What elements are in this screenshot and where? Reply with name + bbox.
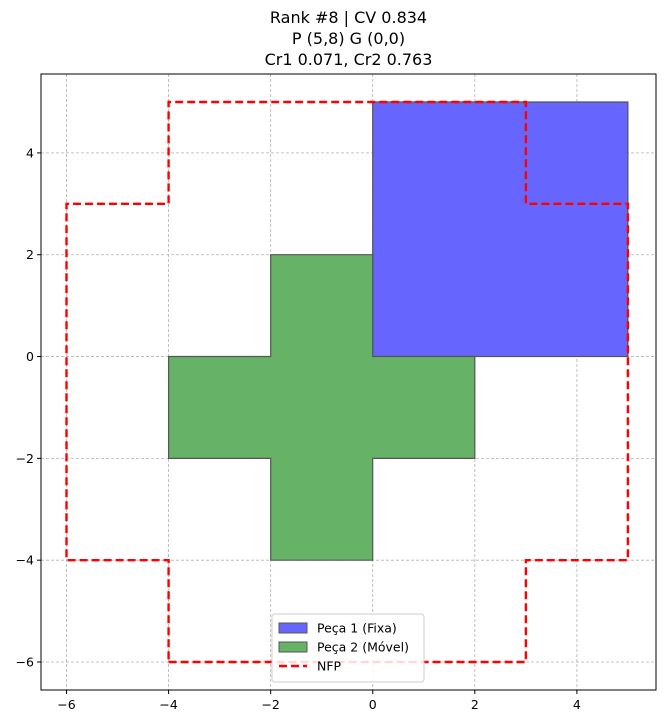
nfp-outline: [65, 100, 630, 664]
plot-frame: [40, 73, 657, 691]
legend-swatch-2: [278, 641, 308, 653]
chart-title: Rank #8 | CV 0.834 P (5,8) G (0,0) Cr1 0.0…: [265, 8, 433, 69]
title-line-3: Cr1 0.071, Cr2 0.763: [265, 50, 433, 69]
legend: Peça 1 (Fixa) Peça 2 (Móvel) NFP: [271, 613, 425, 683]
x-tick-label-5: 4: [573, 697, 581, 712]
axes: −6 −4 −2 0 2 4 −6 −4 −2 0 2 4: [16, 73, 657, 712]
y-tick-label-2: −2: [16, 451, 34, 466]
legend-swatch-1: [278, 622, 308, 634]
shape-polygon-1: [372, 101, 629, 358]
legend-label-2: Peça 2 (Móvel): [317, 640, 409, 655]
legend-label-1: Peça 1 (Fixa): [317, 621, 397, 636]
shape-polygon-2: [168, 254, 476, 561]
plot-series: [65, 100, 630, 664]
y-tick-label-3: 0: [26, 349, 34, 364]
x-tick-label-3: 0: [369, 697, 377, 712]
x-tick-label-4: 2: [471, 697, 479, 712]
y-tick-label-5: 4: [26, 145, 34, 160]
y-tick-label-0: −6: [16, 655, 34, 670]
title-line-2: P (5,8) G (0,0): [292, 29, 405, 48]
title-line-1: Rank #8 | CV 0.834: [270, 8, 427, 27]
x-tick-label-1: −4: [159, 697, 177, 712]
legend-box: [271, 613, 425, 683]
y-tick-label-4: 2: [26, 247, 34, 262]
legend-label-3: NFP: [317, 659, 342, 674]
y-tick-label-1: −4: [16, 553, 34, 568]
x-tick-label-0: −6: [57, 697, 75, 712]
x-tick-label-2: −2: [261, 697, 279, 712]
